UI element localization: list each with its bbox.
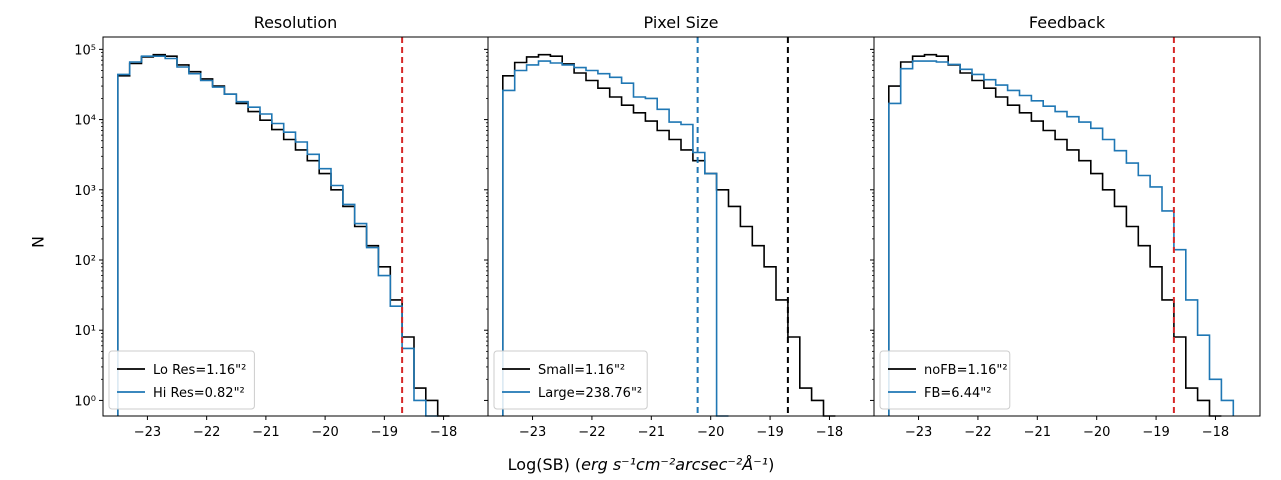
x-tick-label: −22 <box>578 425 605 440</box>
legend-label: Small=1.16"² <box>538 363 625 378</box>
x-axis-label: Log(SB) (erg s⁻¹cm⁻²arcsec⁻²Å⁻¹) <box>508 455 775 474</box>
x-tick-label: −22 <box>193 425 220 440</box>
x-axis-label-close: ) <box>768 455 774 474</box>
x-tick-label: −19 <box>756 425 783 440</box>
x-tick-label: −23 <box>134 425 161 440</box>
x-tick-label: −21 <box>1024 425 1051 440</box>
series-line-2 <box>888 60 1235 416</box>
legend: noFB=1.16"² FB=6.44"² <box>879 350 1011 410</box>
x-tick-label: −21 <box>638 425 665 440</box>
x-axis-label-units: erg s⁻¹cm⁻²arcsec⁻²Å⁻¹ <box>581 455 768 474</box>
x-tick-label: −20 <box>1083 425 1110 440</box>
x-tick-label: −18 <box>816 425 843 440</box>
series-line-2 <box>117 55 438 417</box>
legend-label: Lo Res=1.16"² <box>153 363 246 378</box>
x-tick-label: −18 <box>1202 425 1229 440</box>
y-tick-label: 10² <box>74 254 96 269</box>
legend: Small=1.16"² Large=238.76"² <box>493 350 648 410</box>
series-line-1 <box>502 53 836 417</box>
panel-1: Resolution −23 −22 −21 −20 −19 −18 10⁰ 10¹ 10² 10³… <box>74 13 489 440</box>
y-tick-label: 10³ <box>74 184 96 199</box>
legend-box <box>493 350 648 410</box>
y-axis-label: N <box>29 236 48 248</box>
legend-label: FB=6.44"² <box>924 386 991 401</box>
legend-box <box>879 350 1011 410</box>
legend-label: noFB=1.16"² <box>924 363 1008 378</box>
legend-label: Large=238.76"² <box>538 386 642 401</box>
series-line-1 <box>888 53 1222 417</box>
legend-box <box>108 350 255 410</box>
x-tick-label: −20 <box>311 425 338 440</box>
x-axis-label-plain: Log(SB) ( <box>508 455 582 474</box>
y-tick-label: 10⁰ <box>74 394 96 409</box>
panel-title: Resolution <box>254 13 338 32</box>
y-tick-label: 10⁴ <box>74 114 96 129</box>
y-tick-label: 10⁵ <box>74 43 96 58</box>
legend-label: Hi Res=0.82"² <box>153 386 245 401</box>
panel-title: Pixel Size <box>644 13 719 32</box>
x-tick-label: −18 <box>430 425 457 440</box>
x-tick-label: −23 <box>905 425 932 440</box>
panel-3: Feedback −23 −22 −21 −20 −19 −18 noFB=1.16"² FB=… <box>870 13 1261 440</box>
x-tick-label: −23 <box>519 425 546 440</box>
series-line-2 <box>502 60 729 417</box>
legend: Lo Res=1.16"² Hi Res=0.82"² <box>108 350 255 410</box>
x-tick-label: −19 <box>1142 425 1169 440</box>
y-tick-label: 10¹ <box>74 324 96 339</box>
x-tick-label: −19 <box>371 425 398 440</box>
x-tick-label: −20 <box>697 425 724 440</box>
x-tick-label: −22 <box>964 425 991 440</box>
panel-title: Feedback <box>1029 13 1106 32</box>
x-tick-label: −21 <box>252 425 279 440</box>
panel-2: Pixel Size −23 −22 −21 −20 −19 −18 Small=1.16"²… <box>484 13 875 440</box>
